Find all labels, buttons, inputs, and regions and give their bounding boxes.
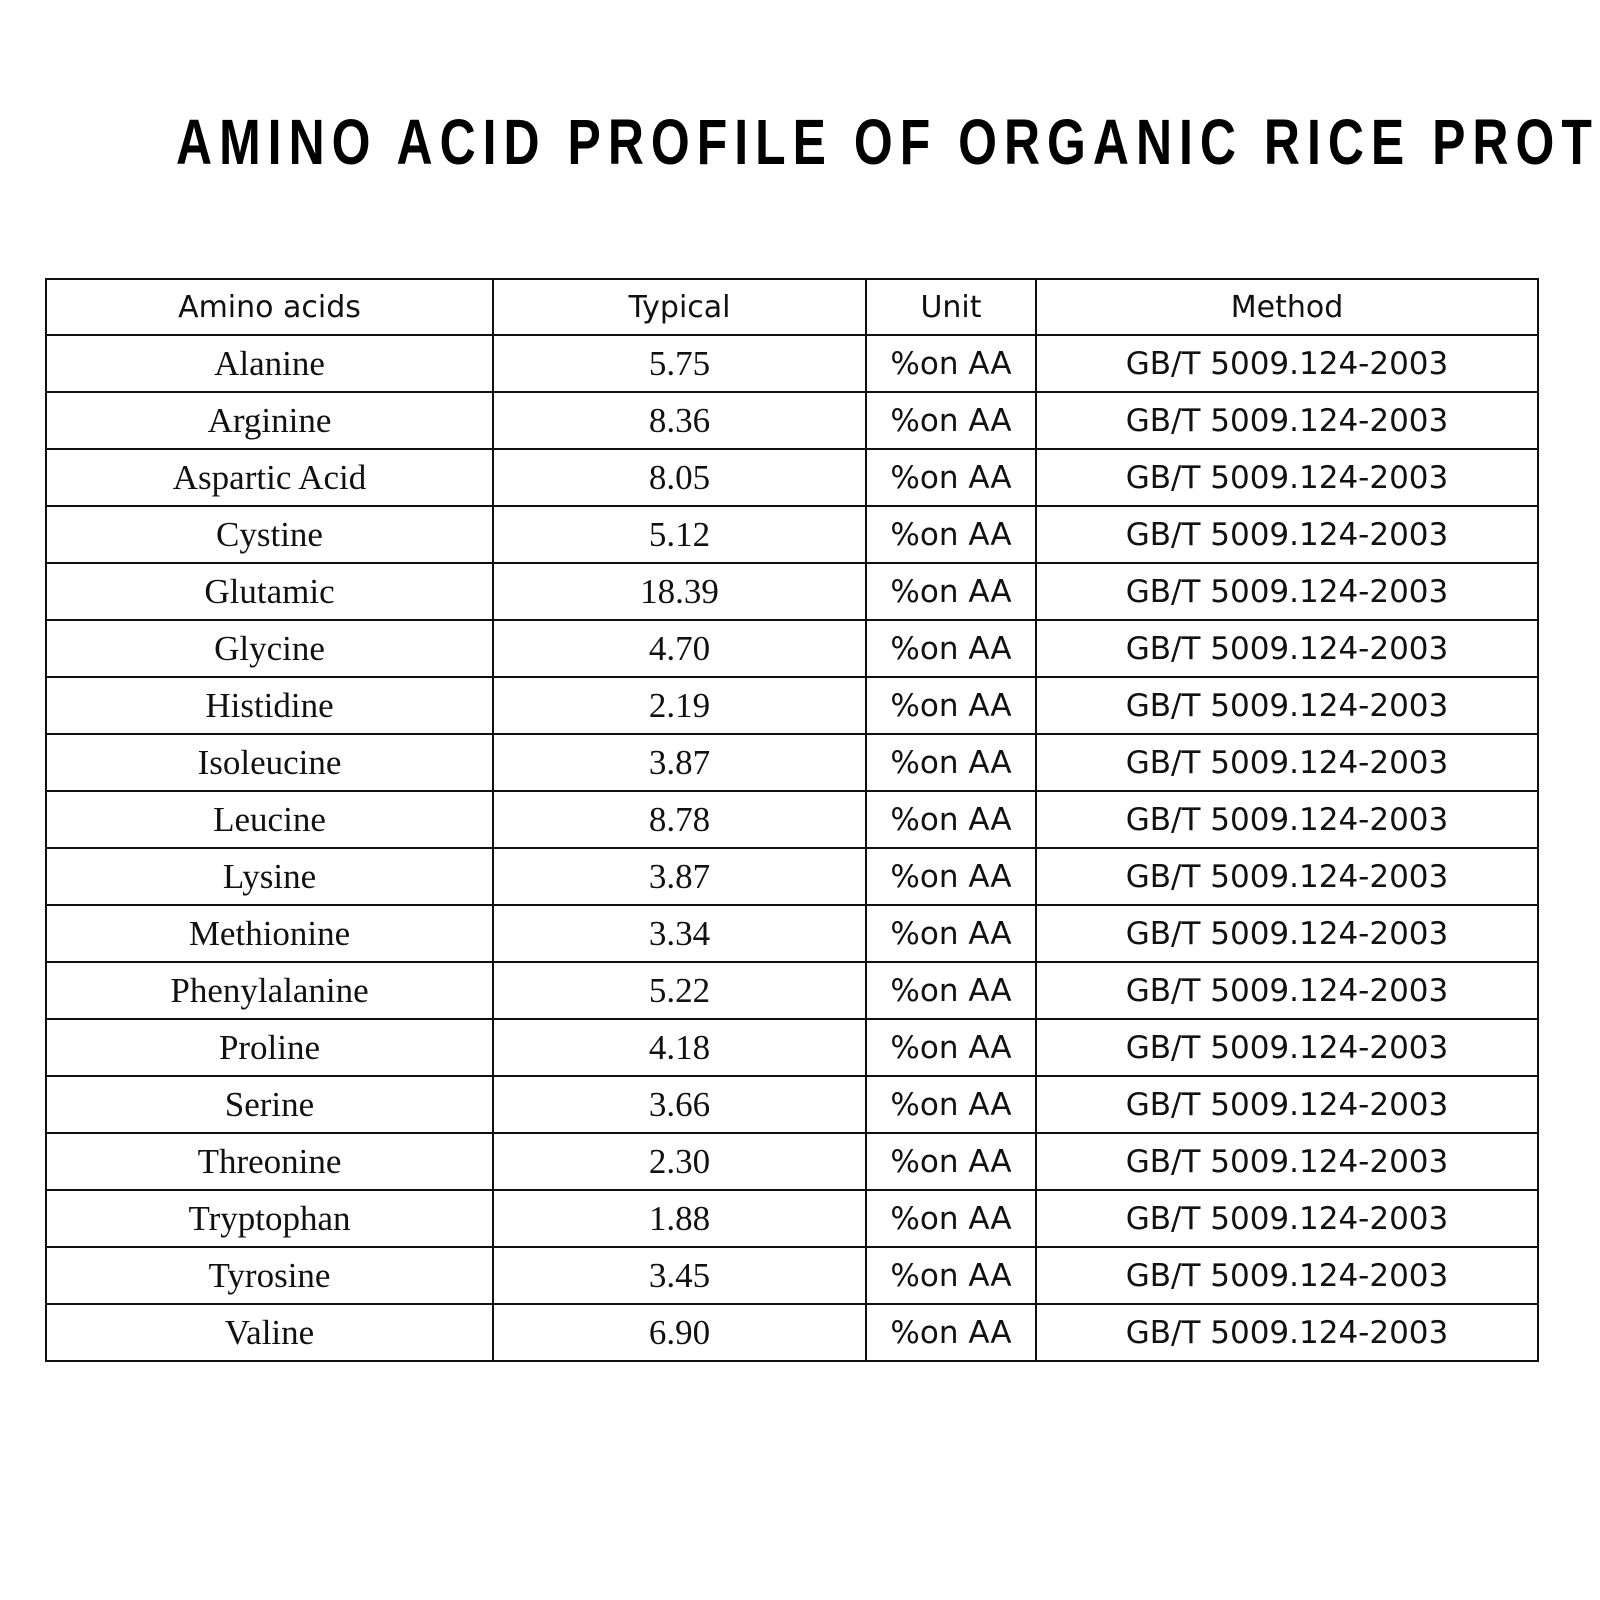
table-cell: %on AA xyxy=(865,733,1037,792)
table-cell: Arginine xyxy=(45,391,494,450)
table-cell: Methionine xyxy=(45,904,494,963)
table-cell: 1.88 xyxy=(492,1189,867,1248)
table-cell: 18.39 xyxy=(492,562,867,621)
table-cell: Lysine xyxy=(45,847,494,906)
table-cell: 4.18 xyxy=(492,1018,867,1077)
table-cell: GB/T 5009.124-2003 xyxy=(1035,562,1539,621)
table-cell: GB/T 5009.124-2003 xyxy=(1035,1075,1539,1134)
table-cell: %on AA xyxy=(865,505,1037,564)
table-cell: Aspartic Acid xyxy=(45,448,494,507)
table-cell: 8.05 xyxy=(492,448,867,507)
table-cell: 8.36 xyxy=(492,391,867,450)
table-cell: Leucine xyxy=(45,790,494,849)
table-cell: 2.19 xyxy=(492,676,867,735)
table-row: Alanine 5.75 %on AA GB/T 5009.124-2003 xyxy=(45,334,1539,393)
table-cell: GB/T 5009.124-2003 xyxy=(1035,1303,1539,1362)
table-cell: Phenylalanine xyxy=(45,961,494,1020)
table-cell: GB/T 5009.124-2003 xyxy=(1035,904,1539,963)
table-cell: Cystine xyxy=(45,505,494,564)
table-row: Tryptophan 1.88 %on AA GB/T 5009.124-2003 xyxy=(45,1189,1539,1248)
table-cell: Threonine xyxy=(45,1132,494,1191)
table-cell: %on AA xyxy=(865,562,1037,621)
table-cell: GB/T 5009.124-2003 xyxy=(1035,961,1539,1020)
table-row: Cystine 5.12 %on AA GB/T 5009.124-2003 xyxy=(45,505,1539,564)
table-cell: 3.45 xyxy=(492,1246,867,1305)
table-cell: %on AA xyxy=(865,961,1037,1020)
table-cell: %on AA xyxy=(865,847,1037,906)
table-cell: %on AA xyxy=(865,1189,1037,1248)
table-cell: Histidine xyxy=(45,676,494,735)
table-cell: %on AA xyxy=(865,1018,1037,1077)
table-cell: Valine xyxy=(45,1303,494,1362)
header-cell: Typical xyxy=(492,278,867,336)
header-cell: Method xyxy=(1035,278,1539,336)
table-cell: 6.90 xyxy=(492,1303,867,1362)
table-row: Lysine 3.87 %on AA GB/T 5009.124-2003 xyxy=(45,847,1539,906)
header-cell: Unit xyxy=(865,278,1037,336)
table-cell: %on AA xyxy=(865,1246,1037,1305)
table-row: Threonine 2.30 %on AA GB/T 5009.124-2003 xyxy=(45,1132,1539,1191)
table-cell: GB/T 5009.124-2003 xyxy=(1035,1018,1539,1077)
table-cell: GB/T 5009.124-2003 xyxy=(1035,847,1539,906)
table-cell: %on AA xyxy=(865,790,1037,849)
table-cell: %on AA xyxy=(865,1132,1037,1191)
table-cell: %on AA xyxy=(865,391,1037,450)
table-row: Leucine 8.78 %on AA GB/T 5009.124-2003 xyxy=(45,790,1539,849)
amino-table: Amino acids Typical Unit Method Alanine 5.75… xyxy=(45,278,1539,1362)
table-row: Glutamic 18.39 %on AA GB/T 5009.124-2003 xyxy=(45,562,1539,621)
table-cell: GB/T 5009.124-2003 xyxy=(1035,1246,1539,1305)
table-row: Isoleucine 3.87 %on AA GB/T 5009.124-2003 xyxy=(45,733,1539,792)
table-cell: GB/T 5009.124-2003 xyxy=(1035,391,1539,450)
table-row: Serine 3.66 %on AA GB/T 5009.124-2003 xyxy=(45,1075,1539,1134)
table-cell: %on AA xyxy=(865,448,1037,507)
table-cell: Glycine xyxy=(45,619,494,678)
table-cell: 3.66 xyxy=(492,1075,867,1134)
table-cell: %on AA xyxy=(865,619,1037,678)
table-row: Proline 4.18 %on AA GB/T 5009.124-2003 xyxy=(45,1018,1539,1077)
table-row: Histidine 2.19 %on AA GB/T 5009.124-2003 xyxy=(45,676,1539,735)
table-cell: 2.30 xyxy=(492,1132,867,1191)
title: AMINO ACID PROFILE OF ORGANIC RICE PROTE… xyxy=(176,106,1600,178)
table-cell: GB/T 5009.124-2003 xyxy=(1035,1132,1539,1191)
table-cell: Tyrosine xyxy=(45,1246,494,1305)
table-body: Alanine 5.75 %on AA GB/T 5009.124-2003 Argin… xyxy=(45,334,1539,1362)
table-row: Valine 6.90 %on AA GB/T 5009.124-2003 xyxy=(45,1303,1539,1362)
table-cell: Glutamic xyxy=(45,562,494,621)
table-row: Glycine 4.70 %on AA GB/T 5009.124-2003 xyxy=(45,619,1539,678)
table-cell: GB/T 5009.124-2003 xyxy=(1035,790,1539,849)
table-cell: GB/T 5009.124-2003 xyxy=(1035,619,1539,678)
table-cell: %on AA xyxy=(865,334,1037,393)
table-cell: GB/T 5009.124-2003 xyxy=(1035,733,1539,792)
table-row: Aspartic Acid 8.05 %on AA GB/T 5009.124-200… xyxy=(45,448,1539,507)
table-cell: %on AA xyxy=(865,1303,1037,1362)
table-cell: Serine xyxy=(45,1075,494,1134)
table-cell: GB/T 5009.124-2003 xyxy=(1035,1189,1539,1248)
table-cell: 3.87 xyxy=(492,733,867,792)
table-cell: %on AA xyxy=(865,676,1037,735)
table-cell: GB/T 5009.124-2003 xyxy=(1035,448,1539,507)
table-cell: 8.78 xyxy=(492,790,867,849)
table-row: Methionine 3.34 %on AA GB/T 5009.124-2003 xyxy=(45,904,1539,963)
table-row: Arginine 8.36 %on AA GB/T 5009.124-2003 xyxy=(45,391,1539,450)
header-row: Amino acids Typical Unit Method xyxy=(45,278,1539,336)
table-cell: 4.70 xyxy=(492,619,867,678)
table-cell: GB/T 5009.124-2003 xyxy=(1035,676,1539,735)
table-cell: Isoleucine xyxy=(45,733,494,792)
table-cell: 3.87 xyxy=(492,847,867,906)
table-cell: %on AA xyxy=(865,1075,1037,1134)
header-cell: Amino acids xyxy=(45,278,494,336)
table-cell: Proline xyxy=(45,1018,494,1077)
table-row: Tyrosine 3.45 %on AA GB/T 5009.124-2003 xyxy=(45,1246,1539,1305)
table-cell: 5.22 xyxy=(492,961,867,1020)
table-cell: GB/T 5009.124-2003 xyxy=(1035,505,1539,564)
table-cell: 5.12 xyxy=(492,505,867,564)
table-cell: Tryptophan xyxy=(45,1189,494,1248)
table-cell: 3.34 xyxy=(492,904,867,963)
table-row: Phenylalanine 5.22 %on AA GB/T 5009.124-200… xyxy=(45,961,1539,1020)
table-cell: Alanine xyxy=(45,334,494,393)
table-cell: 5.75 xyxy=(492,334,867,393)
table-cell: GB/T 5009.124-2003 xyxy=(1035,334,1539,393)
table-cell: %on AA xyxy=(865,904,1037,963)
